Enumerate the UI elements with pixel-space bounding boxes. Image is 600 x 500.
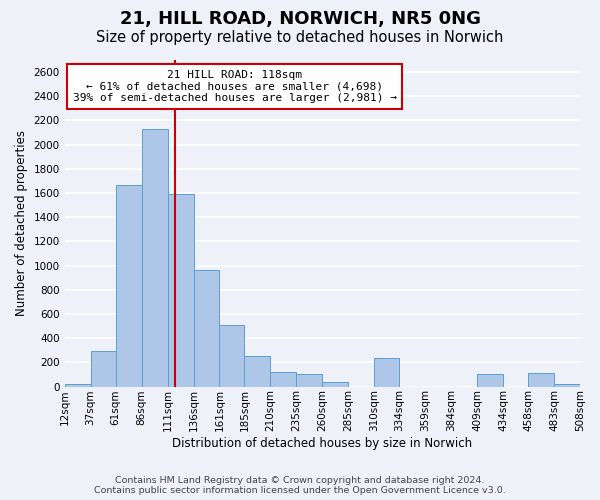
Bar [322,382,349,386]
Text: 21, HILL ROAD, NORWICH, NR5 0NG: 21, HILL ROAD, NORWICH, NR5 0NG [119,10,481,28]
Text: 21 HILL ROAD: 118sqm
← 61% of detached houses are smaller (4,698)
39% of semi-de: 21 HILL ROAD: 118sqm ← 61% of detached h… [73,70,397,103]
Bar [554,384,580,386]
Bar [271,372,296,386]
Bar [528,373,554,386]
Bar [244,356,271,386]
Bar [193,270,220,386]
Bar [116,184,142,386]
Bar [167,194,193,386]
Bar [220,326,244,386]
Text: Contains HM Land Registry data © Crown copyright and database right 2024.
Contai: Contains HM Land Registry data © Crown c… [94,476,506,495]
Bar [374,358,399,386]
Bar [477,374,503,386]
Bar [91,351,116,386]
Y-axis label: Number of detached properties: Number of detached properties [15,130,28,316]
Bar [65,384,91,386]
X-axis label: Distribution of detached houses by size in Norwich: Distribution of detached houses by size … [172,437,472,450]
Text: Size of property relative to detached houses in Norwich: Size of property relative to detached ho… [97,30,503,45]
Bar [142,129,167,386]
Bar [296,374,322,386]
